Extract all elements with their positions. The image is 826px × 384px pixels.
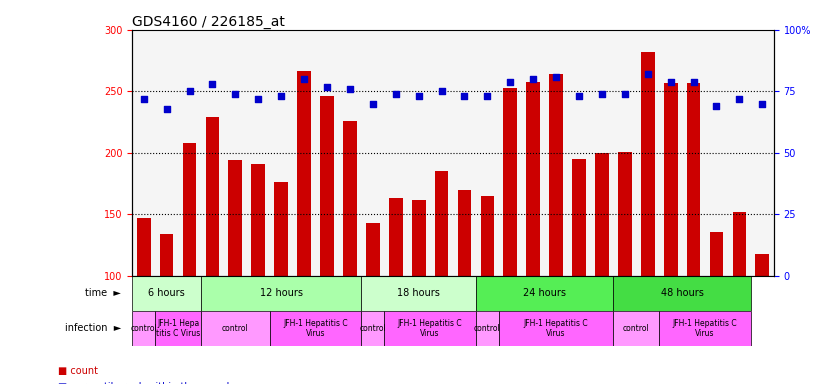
Bar: [389, 199, 402, 276]
Text: JFH-1 Hepatitis C
Virus: JFH-1 Hepatitis C Virus: [283, 319, 348, 338]
FancyBboxPatch shape: [476, 276, 614, 311]
Point: [687, 79, 700, 85]
Point: [435, 88, 449, 94]
FancyBboxPatch shape: [614, 276, 751, 311]
Point: [549, 74, 563, 80]
FancyBboxPatch shape: [476, 311, 499, 346]
Text: 6 hours: 6 hours: [148, 288, 185, 298]
Bar: [434, 171, 449, 276]
Text: JFH-1 Hepatitis C
Virus: JFH-1 Hepatitis C Virus: [524, 319, 588, 338]
Point: [206, 81, 219, 87]
Point: [504, 79, 517, 85]
Text: JFH-1 Hepa
titis C Virus: JFH-1 Hepa titis C Virus: [156, 319, 200, 338]
Bar: [320, 96, 334, 276]
Bar: [549, 74, 563, 276]
Point: [412, 93, 425, 99]
Text: GDS4160 / 226185_at: GDS4160 / 226185_at: [132, 15, 285, 29]
Text: 18 hours: 18 hours: [397, 288, 440, 298]
FancyBboxPatch shape: [132, 311, 155, 346]
Point: [297, 76, 311, 82]
Bar: [526, 82, 540, 276]
Point: [618, 91, 631, 97]
Text: control: control: [359, 324, 387, 333]
Bar: [137, 218, 150, 276]
Bar: [618, 152, 632, 276]
Bar: [572, 159, 586, 276]
Point: [641, 71, 654, 77]
FancyBboxPatch shape: [614, 311, 659, 346]
Bar: [595, 153, 609, 276]
Point: [664, 79, 677, 85]
Point: [527, 76, 540, 82]
Text: 12 hours: 12 hours: [259, 288, 302, 298]
Bar: [412, 200, 425, 276]
Point: [366, 101, 379, 107]
Bar: [297, 71, 311, 276]
Point: [252, 96, 265, 102]
Point: [572, 93, 586, 99]
FancyBboxPatch shape: [659, 311, 751, 346]
Point: [274, 93, 287, 99]
Bar: [458, 190, 472, 276]
Point: [733, 96, 746, 102]
Bar: [756, 254, 769, 276]
Bar: [481, 196, 494, 276]
Text: 24 hours: 24 hours: [523, 288, 566, 298]
Text: ■ percentile rank within the sample: ■ percentile rank within the sample: [58, 382, 235, 384]
Bar: [343, 121, 357, 276]
Point: [137, 96, 150, 102]
Point: [596, 91, 609, 97]
FancyBboxPatch shape: [384, 311, 476, 346]
Point: [183, 88, 196, 94]
Point: [320, 83, 334, 89]
Point: [229, 91, 242, 97]
Point: [481, 93, 494, 99]
Bar: [206, 117, 220, 276]
FancyBboxPatch shape: [270, 311, 361, 346]
Bar: [503, 88, 517, 276]
FancyBboxPatch shape: [201, 276, 361, 311]
Text: control: control: [222, 324, 249, 333]
Text: control: control: [131, 324, 157, 333]
Text: time  ►: time ►: [85, 288, 121, 298]
Bar: [641, 52, 655, 276]
Bar: [733, 212, 746, 276]
Point: [458, 93, 471, 99]
Text: ■ count: ■ count: [58, 366, 97, 376]
Point: [344, 86, 357, 92]
Text: control: control: [623, 324, 650, 333]
FancyBboxPatch shape: [132, 276, 201, 311]
FancyBboxPatch shape: [361, 311, 384, 346]
Bar: [366, 223, 380, 276]
Point: [389, 91, 402, 97]
Bar: [274, 182, 288, 276]
Text: control: control: [474, 324, 501, 333]
Text: JFH-1 Hepatitis C
Virus: JFH-1 Hepatitis C Virus: [672, 319, 738, 338]
Bar: [710, 232, 724, 276]
Bar: [251, 164, 265, 276]
Bar: [686, 83, 700, 276]
Text: JFH-1 Hepatitis C
Virus: JFH-1 Hepatitis C Virus: [398, 319, 463, 338]
FancyBboxPatch shape: [499, 311, 614, 346]
Text: 48 hours: 48 hours: [661, 288, 704, 298]
Point: [756, 101, 769, 107]
Point: [160, 106, 173, 112]
FancyBboxPatch shape: [361, 276, 476, 311]
Bar: [664, 83, 677, 276]
Bar: [159, 234, 173, 276]
Point: [710, 103, 723, 109]
FancyBboxPatch shape: [201, 311, 270, 346]
FancyBboxPatch shape: [155, 311, 201, 346]
Text: infection  ►: infection ►: [64, 323, 121, 333]
Bar: [229, 160, 242, 276]
Bar: [183, 143, 197, 276]
